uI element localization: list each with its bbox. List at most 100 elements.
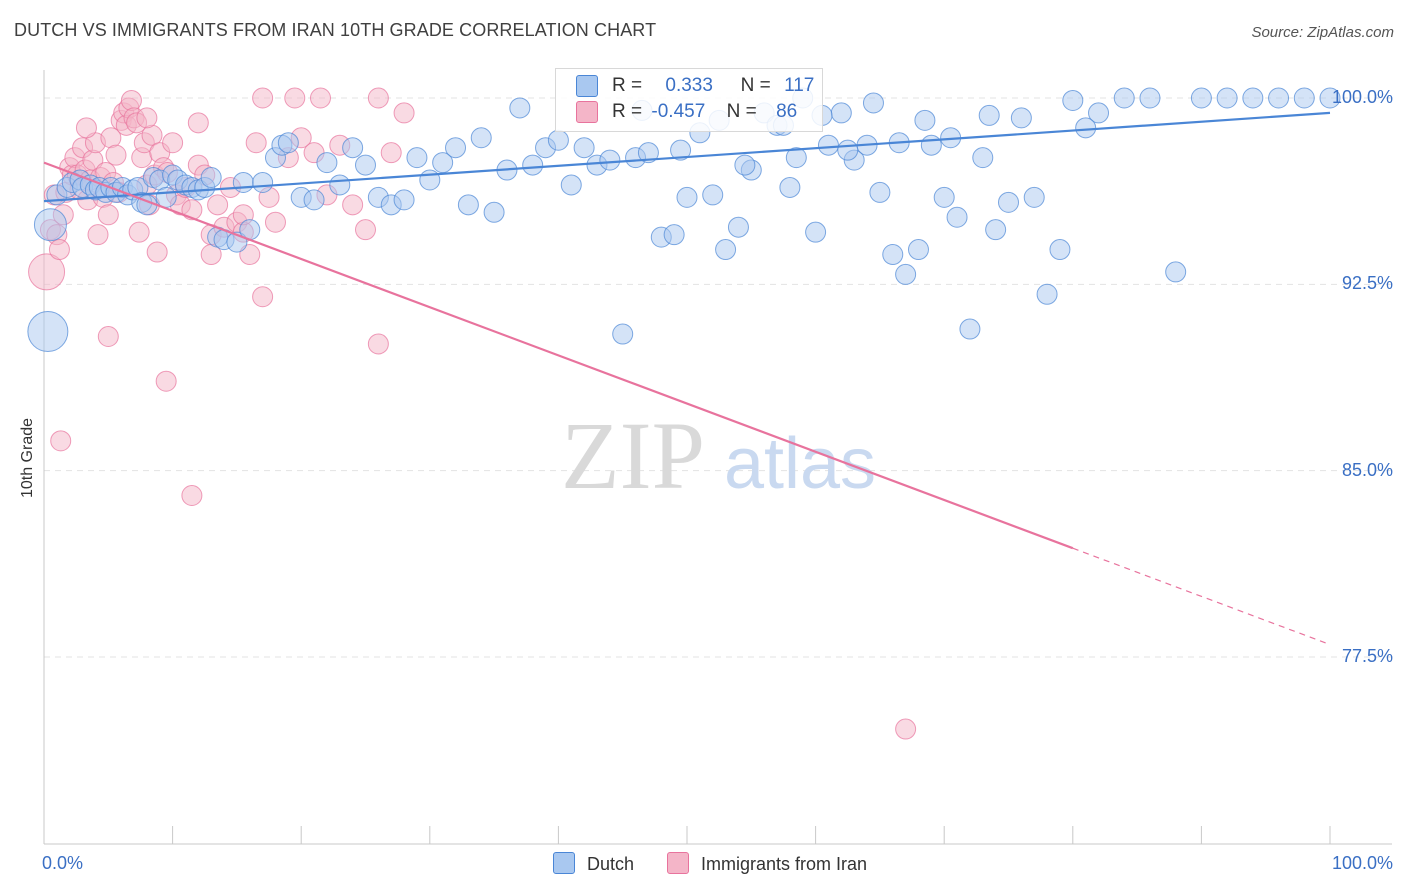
chart-title: DUTCH VS IMMIGRANTS FROM IRAN 10TH GRADE… bbox=[14, 20, 657, 40]
dutch-point bbox=[406, 147, 428, 169]
legend-swatch-dutch bbox=[553, 852, 575, 874]
data-points bbox=[27, 87, 1341, 740]
dutch-point bbox=[734, 154, 756, 176]
dutch-point bbox=[393, 189, 415, 211]
iran-point bbox=[50, 430, 72, 452]
iran-point bbox=[146, 241, 168, 263]
dutch-point bbox=[862, 92, 884, 114]
legend-label-iran: Immigrants from Iran bbox=[701, 854, 868, 874]
dutch-point bbox=[303, 189, 325, 211]
iran-point bbox=[136, 107, 158, 129]
iran-point bbox=[207, 194, 229, 216]
dutch-point bbox=[483, 201, 505, 223]
dutch-point bbox=[432, 152, 454, 174]
y-tick-label: 77.5% bbox=[1341, 646, 1393, 666]
dutch-point bbox=[419, 169, 441, 191]
dutch-point bbox=[779, 176, 801, 198]
y-tick-label: 100.0% bbox=[1331, 87, 1393, 107]
iran-trend-line bbox=[43, 161, 1074, 550]
dutch-point bbox=[560, 174, 582, 196]
dutch-point bbox=[522, 154, 544, 176]
iran-point bbox=[342, 194, 364, 216]
iran-point bbox=[895, 718, 917, 740]
dutch-point bbox=[715, 239, 737, 261]
dutch-point bbox=[1088, 102, 1110, 124]
dutch-point bbox=[155, 186, 177, 208]
iran-point bbox=[87, 224, 109, 246]
dutch-point bbox=[1049, 239, 1071, 261]
dutch-point bbox=[252, 171, 274, 193]
n-label: N = bbox=[740, 75, 771, 97]
watermark: ZIP atlas bbox=[561, 402, 876, 509]
iran-point bbox=[264, 211, 286, 233]
dutch-point bbox=[1165, 261, 1187, 283]
dutch-point bbox=[920, 134, 942, 156]
iran-point bbox=[48, 239, 70, 261]
x-tick-label-max: 100.0% bbox=[1331, 853, 1393, 873]
iran-point bbox=[355, 219, 376, 241]
dutch-point bbox=[33, 208, 67, 242]
dutch-point bbox=[1036, 283, 1058, 305]
dutch-point bbox=[637, 142, 659, 164]
correlation-legend: R = 0.333 N = 117 R = -0.457 N = 86 bbox=[555, 68, 823, 132]
iran-point bbox=[309, 87, 331, 109]
dutch-point bbox=[1293, 87, 1315, 109]
dutch-point bbox=[1268, 87, 1290, 109]
dutch-point bbox=[329, 174, 351, 196]
dutch-point bbox=[1190, 87, 1212, 109]
iran-point bbox=[252, 286, 274, 308]
iran-point bbox=[380, 142, 402, 164]
dutch-point bbox=[1010, 107, 1032, 129]
dutch-point bbox=[907, 239, 929, 261]
r-label: R = bbox=[612, 101, 643, 123]
legend-item-dutch: Dutch bbox=[553, 852, 634, 875]
dutch-point bbox=[27, 311, 69, 353]
iran-point bbox=[245, 132, 267, 154]
dutch-point bbox=[663, 224, 685, 246]
iran-point bbox=[393, 102, 415, 124]
dutch-point bbox=[1216, 87, 1238, 109]
dutch-point bbox=[457, 194, 479, 216]
y-tick-label: 92.5% bbox=[1341, 273, 1393, 294]
iran-point bbox=[239, 244, 261, 266]
iran-point bbox=[75, 117, 97, 139]
iran-point bbox=[187, 112, 209, 134]
dutch-point bbox=[277, 132, 299, 154]
dutch-point bbox=[959, 318, 981, 340]
watermark-zip: ZIP bbox=[561, 402, 705, 509]
y-tick-label: 85.0% bbox=[1341, 459, 1393, 480]
dutch-point bbox=[978, 104, 1000, 126]
iran-point bbox=[28, 253, 66, 291]
dutch-point bbox=[1075, 117, 1097, 139]
dutch-point bbox=[946, 206, 968, 228]
iran-trend-line-extension bbox=[1072, 547, 1331, 646]
dutch-point bbox=[837, 139, 859, 161]
n-label: N = bbox=[726, 101, 757, 123]
dutch-point bbox=[1139, 87, 1161, 109]
iran-point bbox=[252, 87, 274, 109]
legend-row-iran: R = -0.457 N = 86 bbox=[576, 101, 797, 127]
iran-point bbox=[181, 485, 203, 507]
iran-point bbox=[120, 89, 142, 111]
dutch-point bbox=[612, 323, 634, 345]
dutch-point bbox=[676, 186, 698, 208]
dutch-point bbox=[200, 167, 222, 189]
legend-item-iran: Immigrants from Iran bbox=[667, 852, 867, 875]
dutch-point bbox=[933, 186, 955, 208]
dutch-point bbox=[1242, 87, 1264, 109]
dutch-point bbox=[972, 147, 994, 169]
iran-point bbox=[284, 87, 306, 109]
iran-point bbox=[128, 221, 150, 243]
dutch-point bbox=[895, 263, 917, 285]
dutch-point bbox=[1113, 87, 1135, 109]
dutch-point bbox=[985, 219, 1007, 241]
iran-point bbox=[105, 144, 127, 166]
iran-point bbox=[367, 333, 389, 355]
legend-swatch-dutch bbox=[576, 75, 598, 97]
legend-row-dutch: R = 0.333 N = 117 bbox=[576, 75, 814, 101]
legend-swatch-iran bbox=[667, 852, 689, 874]
iran-point bbox=[162, 132, 184, 154]
iran-point bbox=[155, 370, 177, 392]
dutch-point bbox=[817, 134, 839, 156]
